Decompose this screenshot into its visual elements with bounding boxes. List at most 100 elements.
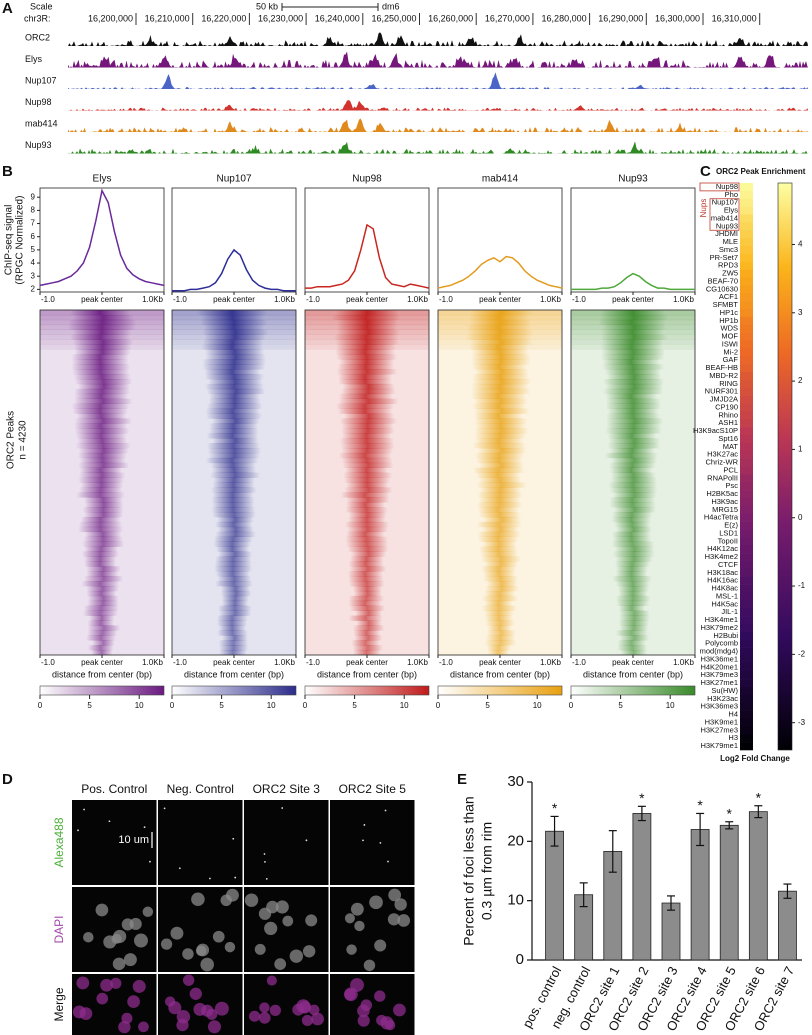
colorbar (304, 685, 430, 696)
heatmap-strip (205, 354, 266, 360)
heatmap-strip (602, 364, 665, 370)
category-label: JMJD2A (710, 395, 738, 404)
x-tick-label: peak center (213, 658, 255, 667)
x-tick-label: -1.0 (306, 295, 320, 304)
heatmap-strip (40, 334, 164, 340)
heatmap-strip (84, 531, 122, 538)
heatmap-strip (78, 448, 129, 454)
heatmap-strip (82, 507, 124, 513)
heatmap-strip (81, 581, 120, 587)
heatmap-strip (347, 546, 389, 552)
heatmap-strip (615, 556, 653, 562)
nucleus (226, 888, 239, 902)
nucleus (266, 975, 277, 986)
heatmap-strip (212, 482, 255, 488)
micrograph (158, 800, 243, 885)
nucleus (305, 914, 318, 927)
x-axis-label: distance from center (bp) (583, 669, 683, 679)
heatmap-strip (352, 625, 385, 631)
colorbar (171, 685, 297, 696)
enrichment-cell (740, 214, 753, 223)
enrichment-cell (740, 608, 753, 617)
nucleus (138, 1021, 149, 1033)
y-tick-label: 8 (31, 205, 36, 214)
heatmap-strip (338, 398, 399, 404)
category-label: MLE (723, 237, 738, 246)
heatmap-strip (603, 388, 663, 395)
heatmap-strip (172, 324, 296, 331)
enrichment-cell (740, 671, 753, 680)
colorbar-tick-label: 5 (87, 701, 92, 710)
colorbar-tick-label: 0 (436, 701, 441, 710)
heatmap-strip (87, 600, 119, 607)
category-label: LSD1 (719, 528, 738, 537)
heatmap-strip (211, 467, 257, 473)
heatmap-strip (339, 393, 393, 400)
heatmap-strip (215, 531, 256, 538)
heatmap-strip (598, 319, 666, 326)
heatmap-strip (605, 403, 662, 409)
heatmap-strip (479, 546, 518, 552)
heatmap-strip (438, 314, 562, 321)
heatmap-strip (348, 571, 383, 577)
heatmap-strip (476, 472, 521, 478)
nucleus (121, 918, 134, 931)
error-bar (667, 895, 675, 911)
enrichment-cell (740, 679, 753, 688)
group-box (709, 198, 740, 231)
heatmap-strip (612, 531, 651, 538)
error-bar (725, 821, 734, 830)
heatmap-strip (614, 521, 651, 528)
heatmap-strip (348, 517, 386, 523)
scale-label: Scale (30, 1, 53, 11)
nucleus (182, 974, 195, 986)
heatmap-strip (220, 586, 251, 592)
heatmap-strip (78, 383, 130, 390)
significance-mark: * (697, 797, 703, 813)
enrichment-cell (740, 655, 753, 664)
category-label: H2BK5ac (706, 489, 738, 498)
heatmap-strip (619, 635, 649, 641)
category-label: Rhino (718, 410, 738, 419)
heatmap-strip (342, 433, 392, 439)
enrichment-cell (740, 537, 753, 546)
category-label: H3K9acS10P (693, 426, 738, 435)
heatmap-strip (606, 418, 664, 424)
x-tick-label: -1.0 (173, 295, 187, 304)
heatmap-strip (212, 492, 254, 498)
colorbar-tick-label: 10 (666, 701, 675, 710)
category-label: CG10630 (706, 284, 738, 293)
heatmap-strip (208, 379, 263, 385)
panel-label: B (2, 163, 13, 180)
colorbar-tick-label: 10 (400, 701, 409, 710)
heatmap-strip (305, 329, 429, 335)
heatmap-strip (618, 605, 645, 611)
profile-line (305, 223, 430, 289)
heatmap-strip (212, 418, 260, 424)
category-label: Nup98 (716, 182, 738, 191)
x-tick-label: 1.0Kb (274, 658, 295, 667)
heatmap-strip (79, 521, 122, 528)
heatmap-strip (172, 310, 296, 316)
enrichment-cell (740, 702, 753, 711)
category-label: MSL-1 (716, 591, 738, 600)
y-axis-label: (RPGC Normalized) (15, 196, 26, 285)
enrichment-cell (740, 411, 753, 420)
heatmap-strip (472, 364, 527, 370)
x-axis-label: distance from center (bp) (184, 669, 284, 679)
enrichment-cell (740, 513, 753, 522)
heatmap-strip (479, 497, 520, 503)
nucleus (369, 895, 383, 910)
plot-frame (437, 187, 563, 293)
category-label: H4K8ac (711, 584, 738, 593)
heatmap-strip (204, 334, 266, 340)
nucleus (176, 1018, 189, 1032)
enrichment-cell (740, 246, 753, 255)
nucleus (170, 926, 184, 940)
nucleus (212, 930, 225, 943)
heatmap-strip (205, 383, 264, 390)
micrograph (72, 800, 157, 885)
heatmap-strip (339, 452, 392, 459)
enrichment-cell (740, 324, 753, 333)
category-label: H3K27me3 (700, 725, 738, 734)
